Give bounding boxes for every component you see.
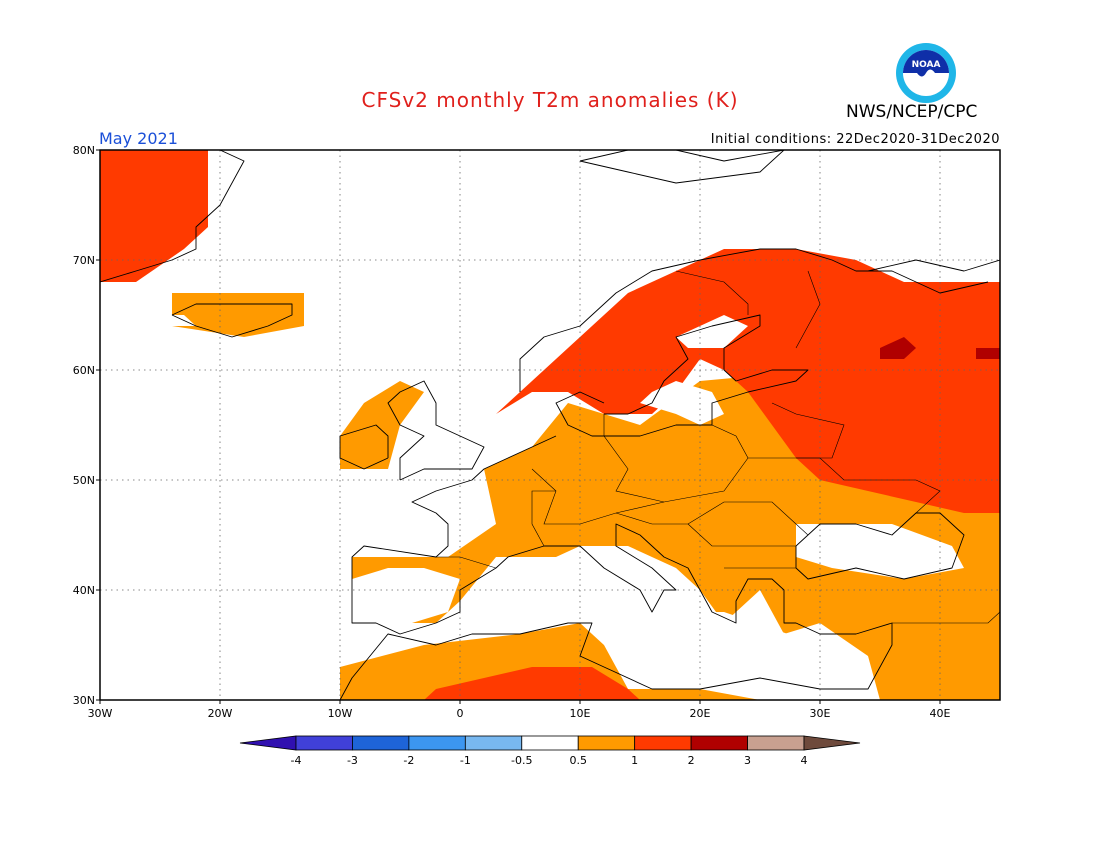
coastline-novaya-zemlya xyxy=(867,259,1000,272)
colorbar-tick-label: -3 xyxy=(347,754,358,767)
neutral-anomaly-patch xyxy=(352,568,460,623)
anomaly-fill-layer xyxy=(100,150,1000,700)
colorbar-swatch xyxy=(634,735,692,751)
coastline-svalbard xyxy=(579,150,785,184)
anomaly-region-1-2 xyxy=(424,667,640,700)
lat-tick-label: 80N xyxy=(73,144,95,157)
axis-ticks: 30W 20W 10W 0 10E 20E 30E 40E 30N 40N 50N 60N 70N 80N xyxy=(73,144,951,720)
colorbar-tick-label: 3 xyxy=(744,754,751,767)
coastline-greenland xyxy=(100,150,245,283)
anomaly-region-1-2 xyxy=(496,249,1000,513)
country-border xyxy=(531,490,556,547)
colorbar-tick-label: 2 xyxy=(688,754,695,767)
lon-tick-label: 20W xyxy=(208,707,233,720)
forecast-period: May 2021 xyxy=(99,129,178,148)
anomaly-region-2-3 xyxy=(880,337,916,359)
colorbar-swatch xyxy=(408,735,466,751)
colorbar-tick-label: 1 xyxy=(631,754,638,767)
country-border xyxy=(531,468,665,525)
neutral-anomaly-patch xyxy=(640,381,724,425)
coastline-iceland xyxy=(171,303,293,338)
lat-tick-label: 30N xyxy=(73,694,95,707)
neutral-anomaly-patch xyxy=(160,315,196,326)
lon-tick-label: 10W xyxy=(328,707,353,720)
anomaly-region-1-2 xyxy=(100,150,208,282)
map-frame xyxy=(99,149,1001,701)
colorbar-high-arrow xyxy=(803,735,861,751)
country-border xyxy=(771,402,845,459)
coastline-scandinavia xyxy=(519,248,989,392)
country-border xyxy=(795,270,821,349)
neutral-anomaly-patch xyxy=(676,315,748,348)
anomaly-region-0.5-1 xyxy=(340,381,424,469)
lon-tick-label: 20E xyxy=(690,707,711,720)
initial-conditions: Initial conditions: 22Dec2020-31Dec2020 xyxy=(710,132,1000,147)
org-label: NWS/NCEP/CPC xyxy=(846,102,978,122)
colorbar-swatch xyxy=(521,735,579,751)
country-border xyxy=(675,270,749,315)
colorbar-tick-label: 0.5 xyxy=(569,754,587,767)
colorbar: -4 -3 -2 -1 -0.5 0.5 1 2 3 4 xyxy=(239,735,861,767)
coastline-ireland xyxy=(339,424,389,470)
map-title: CFSv2 monthly T2m anomalies (K) xyxy=(361,88,739,112)
colorbar-tick-label: -4 xyxy=(291,754,302,767)
coastline-british-isles xyxy=(387,380,485,481)
colorbar-swatch xyxy=(352,735,410,751)
lat-tick-label: 70N xyxy=(73,254,95,267)
colorbar-swatch xyxy=(747,735,805,751)
lon-tick-label: 0 xyxy=(457,707,464,720)
coastline-black-sea xyxy=(795,512,965,580)
coastline-western-europe xyxy=(339,435,893,700)
coastlines xyxy=(100,150,1000,700)
lon-tick-label: 10E xyxy=(570,707,591,720)
gridlines xyxy=(100,150,1000,700)
colorbar-tick-label: -2 xyxy=(403,754,414,767)
coastline-baltic xyxy=(555,314,809,437)
colorbar-tick-label: -1 xyxy=(460,754,471,767)
colorbar-swatch xyxy=(295,735,353,751)
lat-tick-label: 60N xyxy=(73,364,95,377)
lon-tick-label: 30W xyxy=(88,707,113,720)
country-border xyxy=(892,611,1000,624)
colorbar-swatch xyxy=(464,735,523,751)
lat-tick-label: 40N xyxy=(73,584,95,597)
anomaly-region-2-3 xyxy=(976,348,1000,359)
lat-tick-label: 50N xyxy=(73,474,95,487)
colorbar-swatch xyxy=(577,735,636,751)
country-border xyxy=(436,556,497,569)
country-border xyxy=(615,501,809,536)
country-border xyxy=(687,523,796,547)
lon-tick-label: 30E xyxy=(810,707,831,720)
noaa-logo-text: NOAA xyxy=(912,60,941,70)
colorbar-swatch xyxy=(690,735,748,751)
anomaly-region-0.5-1 xyxy=(340,623,760,700)
lon-tick-label: 40E xyxy=(930,707,951,720)
neutral-anomaly-patch xyxy=(628,612,868,689)
neutral-anomaly-patch xyxy=(796,524,964,579)
noaa-logo-icon: NOAA xyxy=(896,43,956,103)
colorbar-low-arrow xyxy=(239,735,297,751)
colorbar-tick-label: -0.5 xyxy=(511,754,532,767)
colorbar-tick-label: 4 xyxy=(801,754,808,767)
